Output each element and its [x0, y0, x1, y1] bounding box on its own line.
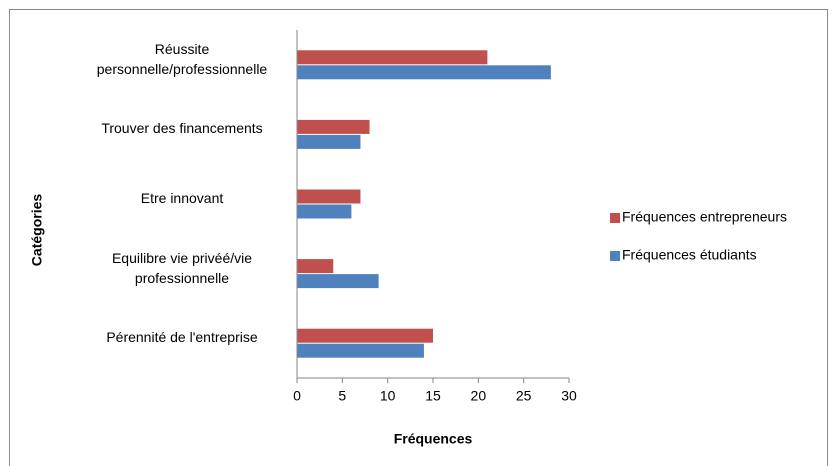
- bar: [297, 50, 488, 65]
- bar: [297, 274, 379, 289]
- x-tick-label: 15: [425, 388, 441, 404]
- y-tick-label: Etre innovant: [140, 190, 224, 206]
- bar: [297, 189, 361, 204]
- bar: [297, 343, 424, 358]
- x-tick-label: 5: [338, 388, 346, 404]
- bar: [297, 328, 433, 343]
- bar: [297, 119, 370, 134]
- legend-swatch: [610, 213, 620, 223]
- legend-label: Fréquences étudiants: [622, 247, 757, 263]
- y-tick-label: Equilibre vie privéé/vie professionnelle: [111, 249, 253, 286]
- x-tick-label: 0: [293, 388, 301, 404]
- y-tick-label: Trouver des financements: [101, 120, 263, 137]
- chart-frame: [9, 9, 828, 466]
- y-axis-label: Catégories: [29, 194, 45, 267]
- bar: [297, 65, 551, 80]
- bar: [297, 134, 361, 149]
- y-tick-label: Réussite personnelle/professionnelle: [96, 40, 268, 77]
- x-tick-label: 25: [516, 388, 532, 404]
- x-tick-label: 30: [561, 388, 577, 404]
- y-tick-label: Pérennité de l'entreprise: [106, 329, 258, 346]
- x-tick-label: 20: [471, 388, 487, 404]
- x-axis-label: Fréquences: [394, 431, 473, 447]
- bar: [297, 204, 352, 219]
- bar: [297, 259, 334, 274]
- legend-swatch: [610, 251, 620, 261]
- x-tick-label: 10: [380, 388, 396, 404]
- legend-label: Fréquences entrepreneurs: [622, 209, 787, 225]
